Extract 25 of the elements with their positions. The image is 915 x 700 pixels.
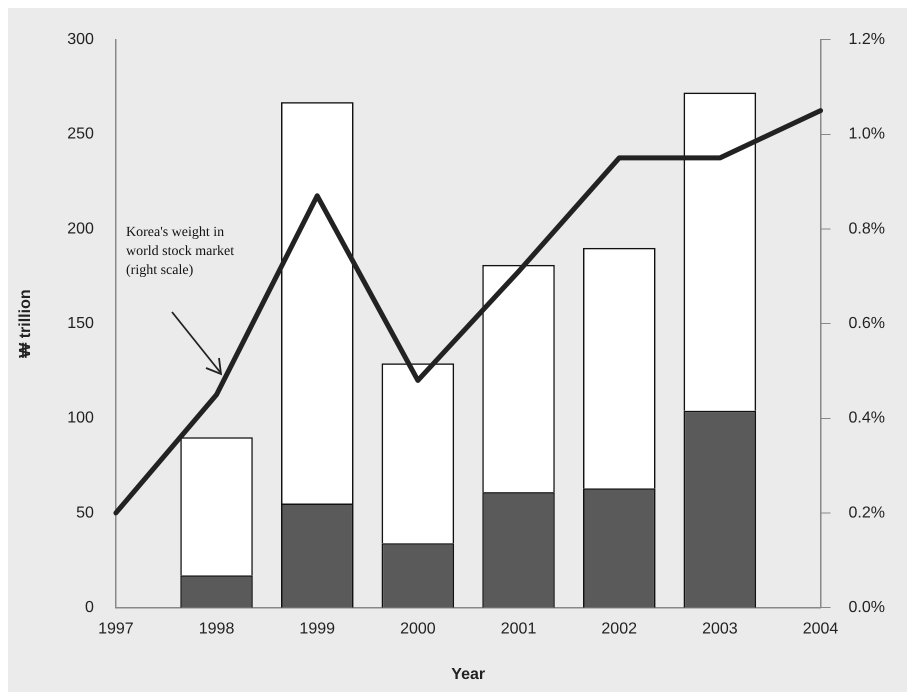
x-tick-label: 2004 — [802, 620, 838, 638]
x-tick-label: 2000 — [400, 620, 436, 638]
y2-tick-label: 0.6% — [848, 315, 885, 332]
x-tick-label: 2002 — [601, 620, 638, 638]
x-tick-label: 1999 — [299, 620, 336, 638]
x-tick-label: 2001 — [500, 620, 536, 638]
y-tick-label: 100 — [67, 410, 94, 427]
y2-tick-label: 0.4% — [848, 410, 885, 427]
x-axis-title: Year — [451, 666, 486, 683]
annotation: Korea's weight in world stock market (right scale) — [126, 224, 236, 280]
y-tick-label: 150 — [67, 315, 94, 332]
y2-tick-label: 0.0% — [848, 599, 885, 616]
y-tick-label: 300 — [67, 31, 94, 48]
y2-tick-label: 1.0% — [848, 126, 885, 143]
y2-tick-label: 1.2% — [848, 31, 885, 48]
x-tick-label: 1998 — [198, 620, 234, 638]
y-tick-label: 0 — [84, 599, 94, 616]
y-tick-label: 200 — [67, 220, 94, 238]
x-tick-label: 1997 — [98, 620, 134, 638]
y2-tick-label: 0.2% — [848, 504, 885, 522]
y-axis-title: ₩ trillion — [17, 289, 34, 358]
y2-tick-label: 0.8% — [848, 220, 885, 238]
y-tick-label: 50 — [76, 504, 94, 522]
x-tick-label: 2003 — [702, 620, 738, 638]
y-tick-label: 250 — [67, 126, 94, 143]
